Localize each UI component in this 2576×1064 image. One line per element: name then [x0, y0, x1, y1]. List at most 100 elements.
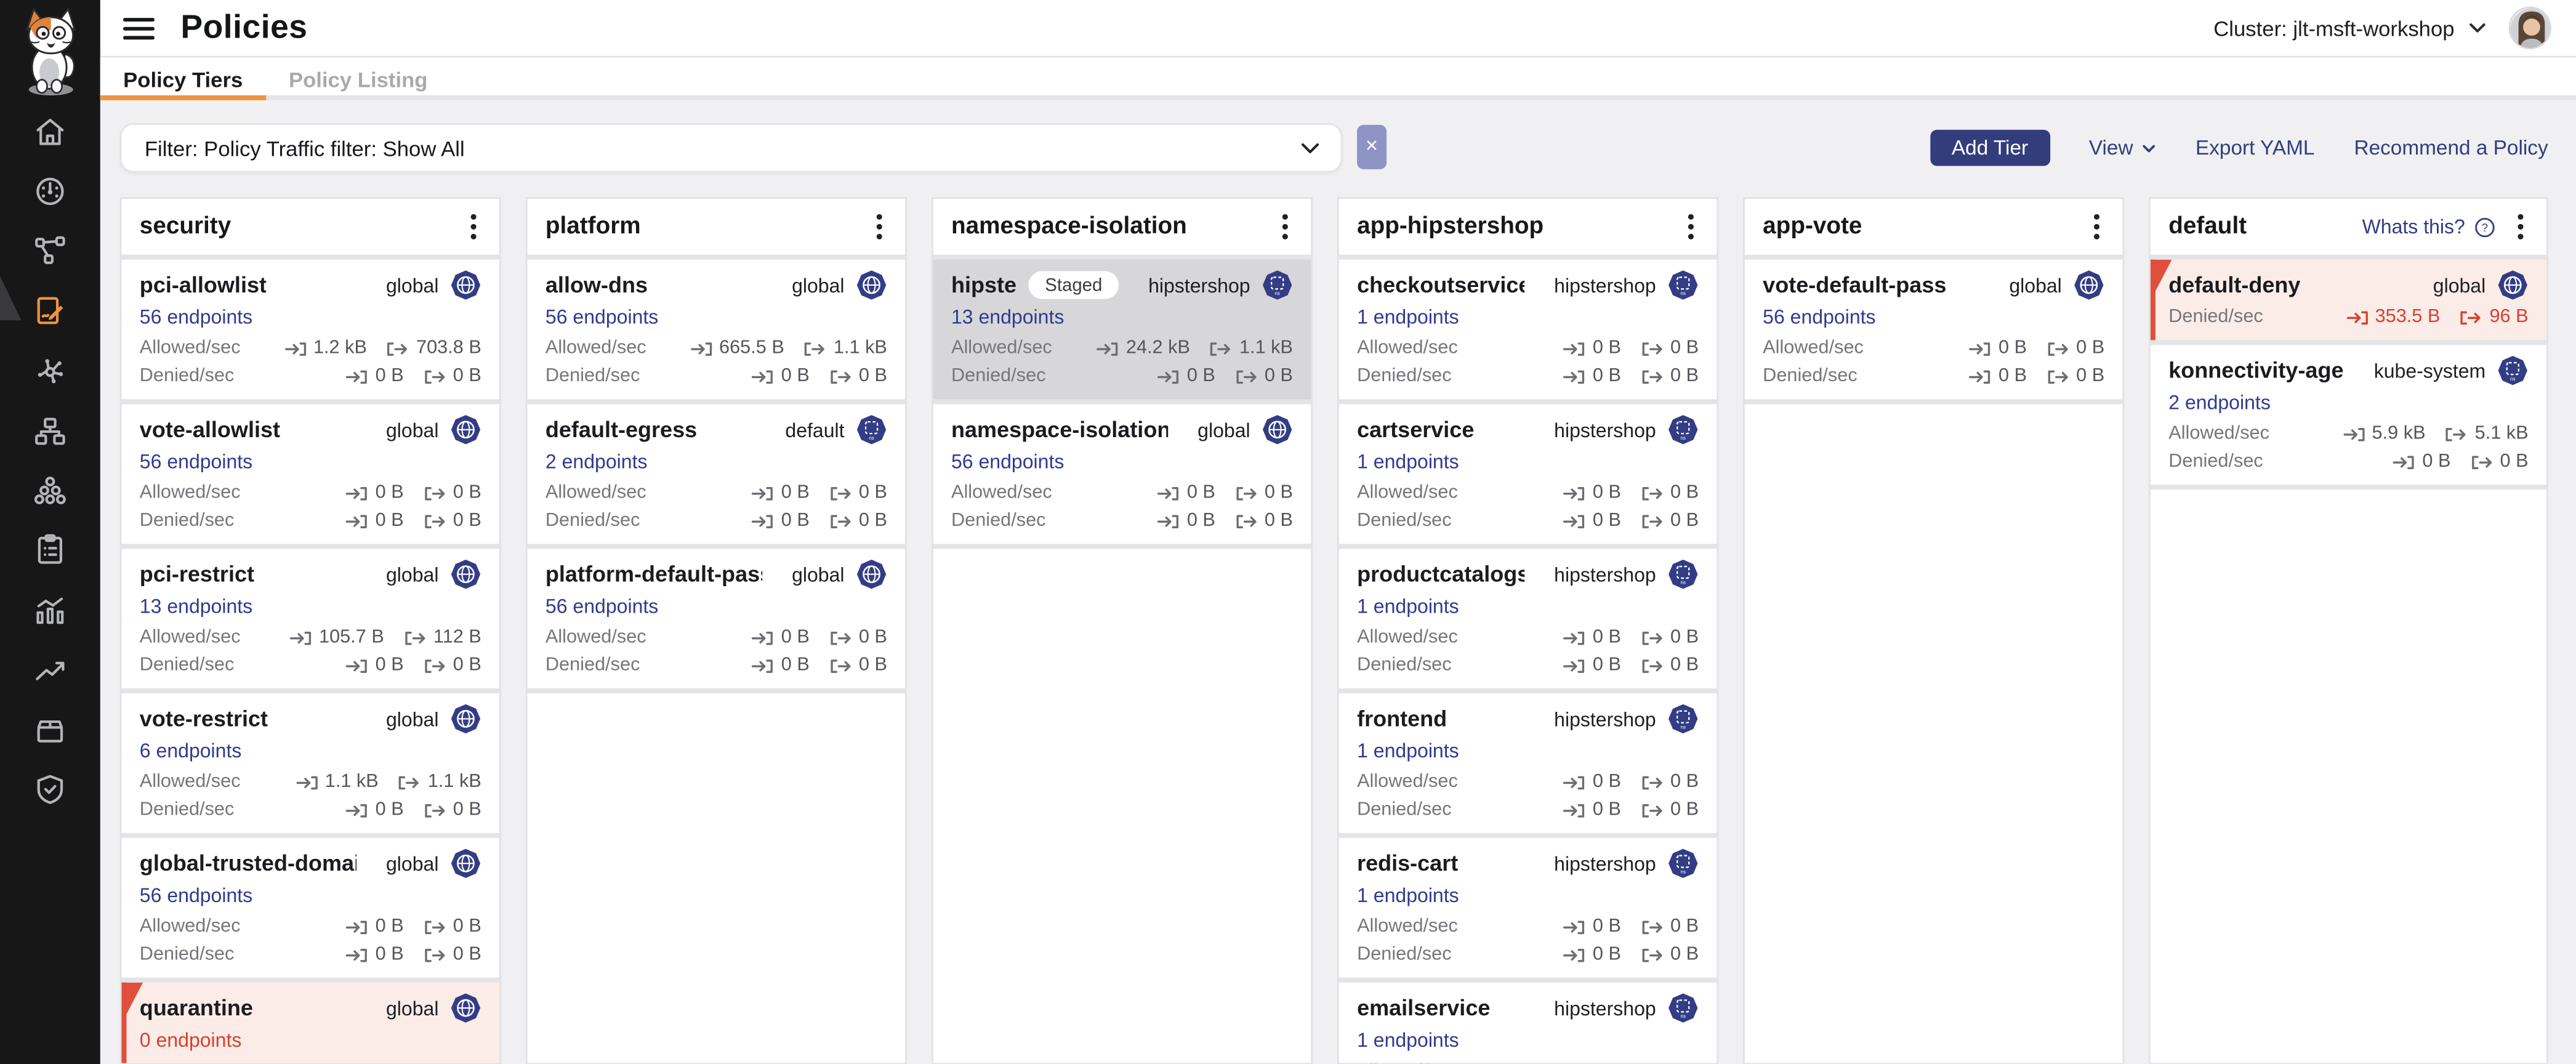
policy-card[interactable]: allow-dnsglobal56 endpointsAllowed/sec66…	[528, 260, 906, 400]
policy-card[interactable]: redis-carthipstershopns1 endpointsAllowe…	[1339, 838, 1717, 978]
chevron-down-icon[interactable]	[2469, 23, 2486, 33]
denied-rate-label: Denied/sec	[1357, 366, 1452, 388]
policy-card[interactable]: pci-restrictglobal13 endpointsAllowed/se…	[121, 549, 499, 688]
tier-name: platform	[545, 214, 641, 240]
policy-card[interactable]: checkoutservicehipstershopns1 endpointsA…	[1339, 260, 1717, 400]
whats-this-link[interactable]: Whats this??	[2362, 216, 2495, 238]
endpoints-link[interactable]: 13 endpoints	[140, 597, 252, 618]
tab-policy-listing[interactable]: Policy Listing	[266, 57, 451, 100]
svg-text:ns: ns	[1681, 1014, 1686, 1019]
activity-icon[interactable]	[0, 580, 100, 640]
policy-card[interactable]: emailservicehipstershopns1 endpointsAllo…	[1339, 983, 1717, 1064]
policy-card[interactable]: platform-default-passglobal56 endpointsA…	[528, 549, 906, 688]
endpoints-icon[interactable]	[0, 401, 100, 461]
policy-name: vote-allowlist	[140, 417, 280, 442]
trends-icon[interactable]	[0, 640, 100, 699]
policy-name: checkoutservice	[1357, 273, 1524, 297]
ingress-rate: 0 B	[1157, 366, 1215, 388]
policy-card[interactable]: frontendhipstershopns1 endpointsAllowed/…	[1339, 693, 1717, 833]
ingress-arrow-icon	[2343, 427, 2365, 442]
ingress-rate: 0 B	[1563, 339, 1621, 360]
policy-card[interactable]: quarantineglobal0 endpoints	[121, 983, 499, 1064]
service-graph-icon[interactable]	[0, 222, 100, 281]
clear-filter-button[interactable]: ✕	[1357, 125, 1387, 169]
endpoints-link[interactable]: 1 endpoints	[1357, 1030, 1459, 1052]
tier-menu-kebab-icon[interactable]	[2511, 211, 2529, 243]
endpoints-link[interactable]: 6 endpoints	[140, 741, 242, 762]
egress-arrow-icon	[424, 920, 446, 935]
cluster-selector[interactable]: Cluster: jlt-msft-workshop	[2213, 15, 2454, 40]
endpoints-link[interactable]: 2 endpoints	[545, 452, 648, 474]
egress-rate: 0 B	[1235, 483, 1293, 505]
policy-card[interactable]: global-trusted-domainsglobal56 endpoints…	[121, 838, 499, 978]
policy-card[interactable]: hipstershop-gh…Stagedhipstershopns13 end…	[933, 260, 1311, 400]
user-avatar[interactable]	[2509, 7, 2551, 49]
tier-menu-kebab-icon[interactable]	[1276, 211, 1293, 243]
policy-card[interactable]: default-denyglobalDenied/sec353.5 B96 B	[2151, 260, 2546, 341]
endpoints-link[interactable]: 1 endpoints	[1357, 307, 1459, 329]
workloads-icon[interactable]	[0, 461, 100, 520]
dashboard-icon[interactable]	[0, 162, 100, 222]
policy-scope-label: hipstershop	[1554, 707, 1656, 730]
endpoints-link[interactable]: 2 endpoints	[2168, 393, 2271, 414]
endpoints-link[interactable]: 13 endpoints	[951, 307, 1064, 329]
denied-rate-row: Denied/sec0 B0 B	[1357, 366, 1699, 388]
egress-arrow-icon	[424, 659, 446, 674]
endpoints-link[interactable]: 56 endpoints	[545, 307, 658, 329]
svg-text:ns: ns	[869, 435, 874, 441]
flows-icon[interactable]	[0, 341, 100, 401]
allowed-rate-label: Allowed/sec	[140, 772, 241, 794]
endpoints-link[interactable]: 1 endpoints	[1357, 741, 1459, 762]
tier-menu-kebab-icon[interactable]	[1681, 211, 1699, 243]
tier-column-security: securitypci-allowlistglobal56 endpointsA…	[120, 197, 501, 1064]
policy-card[interactable]: vote-allowlistglobal56 endpointsAllowed/…	[121, 404, 499, 544]
tier-menu-kebab-icon[interactable]	[464, 211, 481, 243]
egress-rate: 0 B	[1641, 1062, 1699, 1064]
tier-menu-kebab-icon[interactable]	[2087, 211, 2104, 243]
endpoints-link[interactable]: 1 endpoints	[1357, 452, 1459, 474]
image-assurance-icon[interactable]	[0, 699, 100, 759]
policy-traffic-filter[interactable]: Filter: Policy Traffic filter: Show All	[120, 123, 1342, 172]
policy-card[interactable]: namespace-isolation-default-p…global56 e…	[933, 404, 1311, 544]
tab-policy-tiers[interactable]: Policy Tiers	[100, 57, 266, 100]
endpoints-link[interactable]: 56 endpoints	[140, 452, 252, 474]
chevron-down-icon[interactable]	[1301, 142, 1319, 154]
ingress-arrow-icon	[752, 514, 775, 529]
egress-rate: 0 B	[829, 656, 887, 677]
ingress-rate: 0 B	[1157, 483, 1215, 505]
endpoints-link[interactable]: 56 endpoints	[545, 597, 658, 618]
tier-menu-kebab-icon[interactable]	[870, 211, 887, 243]
compliance-icon[interactable]	[0, 520, 100, 580]
add-tier-button[interactable]: Add Tier	[1930, 130, 2050, 166]
denied-rate-label: Denied/sec	[140, 366, 235, 388]
endpoints-link[interactable]: 56 endpoints	[951, 452, 1064, 474]
egress-rate: 0 B	[2047, 366, 2104, 388]
endpoints-link[interactable]: 56 endpoints	[1763, 307, 1875, 329]
policy-card[interactable]: productcatalogservicehipstershopns1 endp…	[1339, 549, 1717, 688]
ingress-arrow-icon	[1563, 920, 1586, 935]
egress-rate: 5.1 kB	[2445, 424, 2529, 445]
allowed-rate-row: Allowed/sec0 B0 B	[1763, 339, 2104, 360]
recommend-policy-button[interactable]: Recommend a Policy	[2354, 136, 2548, 159]
policy-card[interactable]: cartservicehipstershopns1 endpointsAllow…	[1339, 404, 1717, 544]
egress-arrow-icon	[424, 804, 446, 818]
policy-card[interactable]: default-egressdefaultns2 endpointsAllowe…	[528, 404, 906, 544]
endpoints-link[interactable]: 1 endpoints	[1357, 597, 1459, 618]
allowed-rate-label: Allowed/sec	[951, 339, 1052, 360]
policy-card[interactable]: pci-allowlistglobal56 endpointsAllowed/s…	[121, 260, 499, 400]
policy-card[interactable]: vote-default-passglobal56 endpointsAllow…	[1745, 260, 2123, 400]
ingress-rate: 0 B	[752, 656, 810, 677]
policy-card[interactable]: konnectivity-agentkube-systemns2 endpoin…	[2151, 345, 2546, 485]
export-yaml-button[interactable]: Export YAML	[2196, 136, 2314, 159]
threat-defense-icon[interactable]	[0, 760, 100, 820]
hamburger-menu-icon[interactable]	[123, 15, 155, 40]
endpoints-link[interactable]: 1 endpoints	[1357, 885, 1459, 907]
home-icon[interactable]	[0, 102, 100, 161]
allowed-rate-label: Allowed/sec	[1357, 627, 1458, 649]
endpoints-link[interactable]: 56 endpoints	[140, 885, 252, 907]
policy-card[interactable]: vote-restrictglobal6 endpointsAllowed/se…	[121, 693, 499, 833]
ingress-arrow-icon	[1157, 514, 1180, 529]
endpoints-link[interactable]: 56 endpoints	[140, 307, 252, 329]
view-dropdown-button[interactable]: View	[2089, 136, 2156, 159]
endpoints-link[interactable]: 0 endpoints	[140, 1030, 242, 1052]
